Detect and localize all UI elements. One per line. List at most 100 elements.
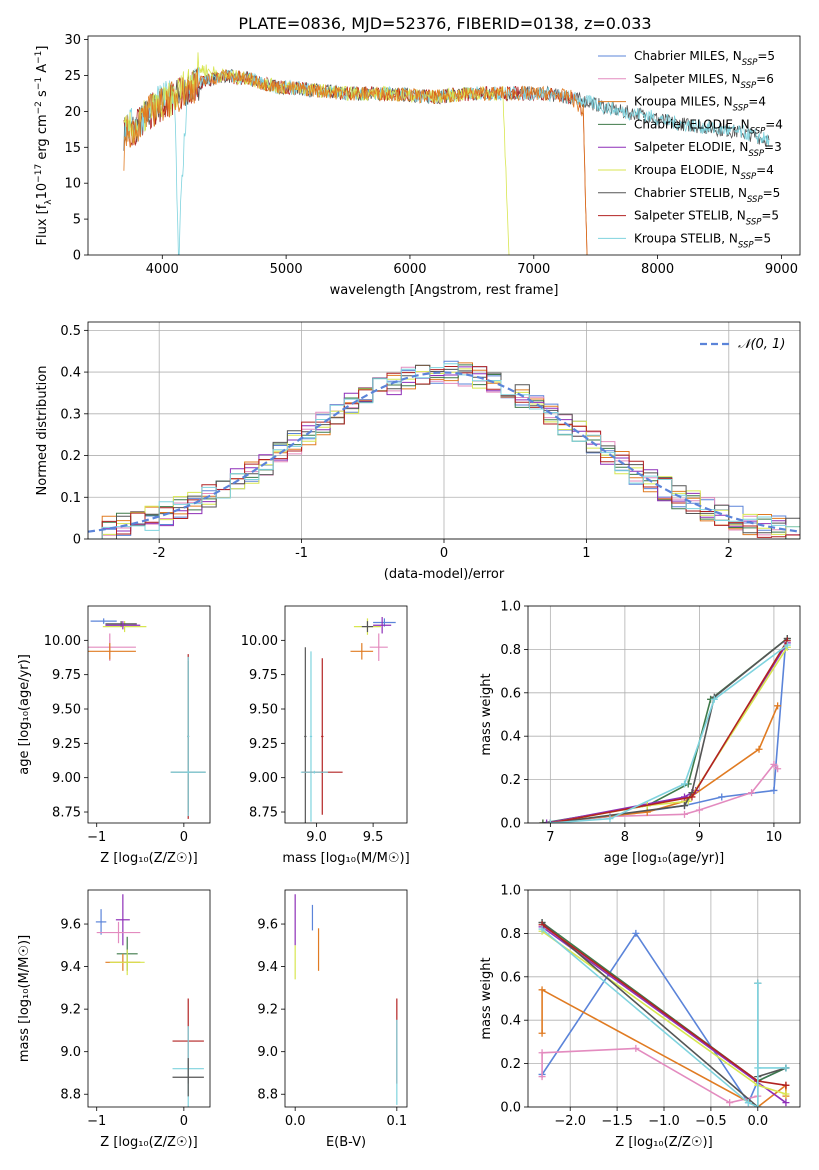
figure-title: PLATE=0836, MJD=52376, FIBERID=0138, z=0…: [238, 14, 651, 33]
y-tick-label: 0.2: [500, 773, 521, 788]
x-tick-label: 9000: [765, 262, 798, 277]
legend-label-suffix: =4: [765, 117, 783, 131]
legend-label-text: Chabrier MILES, N: [634, 49, 742, 63]
legend-label-text: Salpeter STELIB, N: [634, 209, 746, 223]
legend-label: Kroupa STELIB, NSSP=5: [634, 231, 771, 250]
axes-frame: [527, 605, 801, 824]
x-tick-label: -1: [295, 546, 308, 561]
x-tick-label: −0.5: [695, 1114, 727, 1129]
series-marker: [695, 806, 703, 814]
series-line: [541, 988, 787, 1107]
series-marker: [782, 1081, 790, 1089]
x-axis-label: E(B-V): [326, 1135, 366, 1150]
y-tick-label: 9.50: [249, 703, 278, 718]
y-tick-label: 9.25: [249, 737, 278, 752]
series-line: [542, 705, 779, 823]
legend-label-text: Kroupa MILES, N: [634, 95, 733, 109]
y-tick-label: 9.4: [257, 960, 278, 975]
series-marker: [538, 1073, 546, 1081]
legend-label: Chabrier ELODIE, NSSP=4: [634, 117, 783, 136]
series-marker: [606, 815, 614, 823]
axes-frame: [284, 605, 408, 824]
grid: [528, 889, 800, 1108]
legend-label-suffix: =5: [761, 209, 779, 223]
legend-label-suffix: =3: [764, 140, 782, 154]
legend-label-text: Salpeter ELODIE, N: [634, 140, 748, 154]
y-axis-label: mass weight: [479, 673, 494, 755]
residuals-histogram-panel: -2 -1 0 1 2 0 0.1 0.2 0.3 0.4 0.5 (data-model)/erro…: [35, 321, 801, 582]
x-tick-label: 0.0: [747, 1114, 768, 1129]
legend-label-sub: SSP: [741, 172, 757, 182]
axes-frame: [87, 605, 211, 824]
histogram-step: [88, 364, 800, 539]
legend-label-sub: SSP: [748, 149, 764, 159]
legend-label-sub: SSP: [738, 240, 754, 250]
y-axis-label-part: Flux [f: [35, 204, 50, 245]
legend-label-suffix: =4: [748, 95, 766, 109]
series-marker: [770, 760, 778, 768]
y-axis-label: mass [log₁₀(M/M☉)]: [17, 935, 32, 1062]
y-tick-label: 9.25: [52, 737, 81, 752]
legend-label-text: Kroupa ELODIE, N: [634, 163, 741, 177]
series-line: [541, 926, 787, 1104]
y-tick-label: 0: [73, 249, 81, 264]
x-tick-label: 1: [582, 546, 590, 561]
y-tick-label: 0.6: [500, 970, 521, 985]
y-tick-label: 9.6: [60, 918, 81, 933]
histogram-step: [88, 366, 800, 539]
series-marker: [632, 929, 640, 937]
histogram-step: [88, 368, 800, 539]
x-tick-label: 7000: [517, 262, 550, 277]
series-marker: [538, 986, 546, 994]
x-tick-label: −1: [87, 830, 106, 845]
series-marker: [782, 1064, 790, 1072]
y-axis-label: Normed distribution: [35, 366, 50, 496]
legend-label: Salpeter STELIB, NSSP=5: [634, 209, 779, 228]
y-tick-label: 0.4: [60, 366, 81, 381]
plot-area: [294, 894, 398, 1105]
y-tick-label: 0.4: [500, 730, 521, 745]
series-marker: [744, 1099, 752, 1107]
y-tick-label: 8.75: [52, 806, 81, 821]
x-tick-label: 0: [180, 830, 188, 845]
legend-label-sub: SSP: [742, 58, 758, 68]
axes-frame: [527, 889, 801, 1108]
series-marker: [774, 765, 782, 773]
y-tick-label: 25: [64, 69, 81, 84]
legend-label: Salpeter ELODIE, NSSP=3: [634, 140, 782, 159]
y-axis-label-part: −1: [34, 51, 44, 64]
legend-label: Kroupa ELODIE, NSSP=4: [634, 163, 774, 182]
age-vs-mass-panel: 9.0 9.5 8.75 9.00 9.25 9.50 9.75 10.00 mass [log…: [241, 605, 410, 866]
y-tick-label: 0.2: [500, 1057, 521, 1072]
x-tick-label: 6000: [393, 262, 426, 277]
x-tick-label: 0.1: [386, 1114, 407, 1129]
y-tick-label: 0.1: [60, 491, 81, 506]
x-tick-label: 2: [725, 546, 733, 561]
y-tick-label: 0.8: [500, 643, 521, 658]
x-tick-label: 0: [180, 1114, 188, 1129]
x-tick-label: 9: [695, 830, 703, 845]
legend-label-sub: SSP: [746, 218, 762, 228]
axes-frame: [87, 889, 211, 1108]
y-tick-label: 10.00: [44, 634, 81, 649]
plot-area: [95, 894, 204, 1107]
x-tick-label: 10: [766, 830, 783, 845]
x-tick-label: 8000: [641, 262, 674, 277]
legend-label: Salpeter MILES, NSSP=6: [634, 72, 774, 91]
series-marker: [680, 810, 688, 818]
x-tick-label: 0.0: [285, 1114, 306, 1129]
y-tick-label: 8.8: [257, 1088, 278, 1103]
series-marker: [774, 702, 782, 710]
series-marker: [543, 819, 551, 823]
y-tick-label: 0.4: [500, 1014, 521, 1029]
y-tick-label: 9.4: [60, 960, 81, 975]
series-marker: [680, 802, 688, 810]
y-tick-label: 0.6: [500, 686, 521, 701]
legend-label: 𝒩(0, 1): [738, 337, 785, 352]
y-tick-label: 9.00: [249, 771, 278, 786]
y-axis-label-part: −2: [34, 101, 44, 114]
x-tick-label: 9.5: [363, 830, 384, 845]
legend-label-text: Salpeter MILES, N: [634, 72, 741, 86]
y-tick-label: 0: [73, 533, 81, 548]
y-tick-label: 0.3: [60, 407, 81, 422]
